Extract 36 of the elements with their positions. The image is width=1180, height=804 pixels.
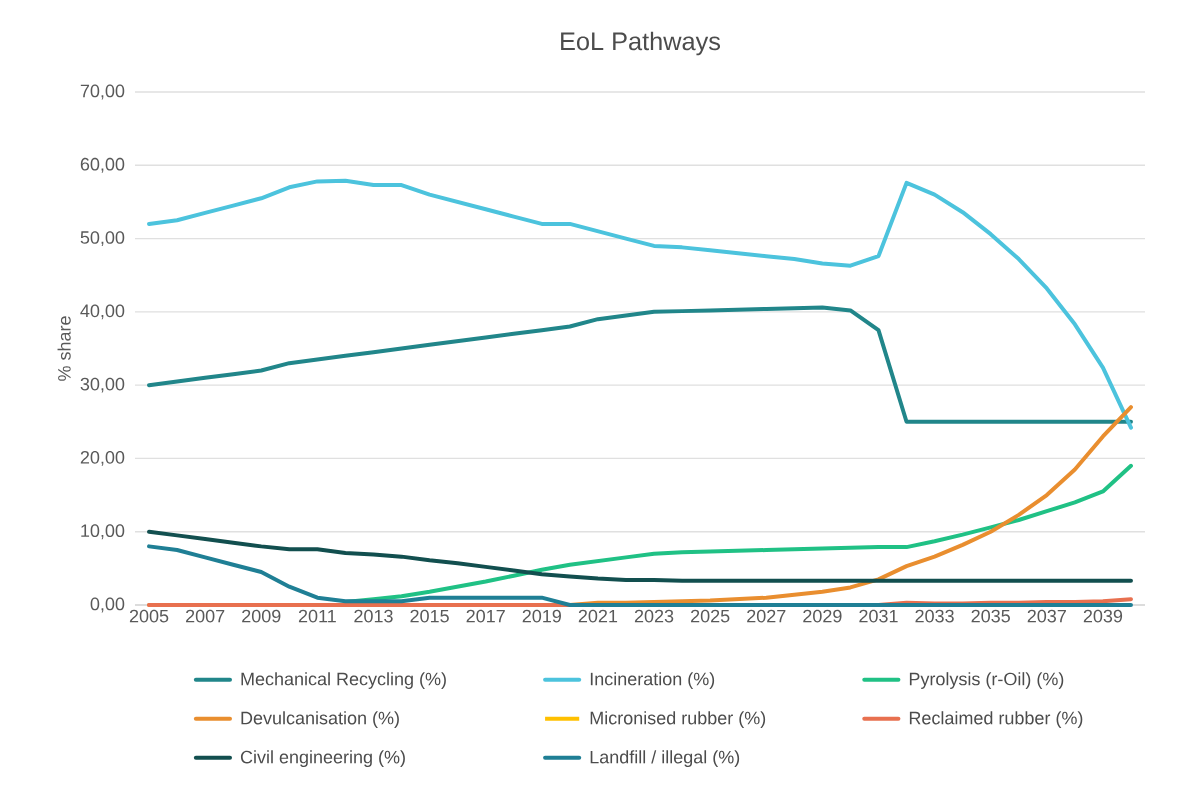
x-tick-label: 2033 <box>915 609 954 623</box>
x-tick-label: 2015 <box>410 609 449 623</box>
legend-label: Reclaimed rubber (%) <box>909 711 1083 728</box>
chart-title: EoL Pathways <box>561 31 721 56</box>
x-tick-label: 2009 <box>242 609 281 623</box>
x-tick-label: 2019 <box>522 609 561 623</box>
legend-label: Incineration (%) <box>590 672 715 689</box>
legend-label: Civil engineering (%) <box>240 750 405 768</box>
x-tick-label: 2007 <box>186 609 225 623</box>
x-tick-label: 2025 <box>691 609 730 623</box>
y-tick-label: 20,00 <box>80 450 125 466</box>
legend-label: Pyrolysis (r-Oil) (%) <box>909 672 1064 689</box>
x-tick-label: 2039 <box>1083 609 1123 623</box>
x-tick-label: 2035 <box>971 609 1010 623</box>
x-tick-label: 2023 <box>634 609 674 623</box>
y-tick-label: 40,00 <box>80 304 125 320</box>
x-tick-label: 2005 <box>129 609 169 623</box>
x-tick-label: 2011 <box>298 609 336 623</box>
x-tick-label: 2027 <box>747 609 786 623</box>
legend-label: Mechanical Recycling (%) <box>241 672 446 689</box>
y-tick-label: 10,00 <box>81 524 125 540</box>
y-tick-label: 50,00 <box>80 231 125 247</box>
x-tick-label: 2029 <box>803 609 842 623</box>
legend-label: Landfill / illegal (%) <box>590 750 740 768</box>
x-tick-label: 2031 <box>859 609 898 623</box>
y-tick-label: 60,00 <box>80 157 125 173</box>
legend-label: Devulcanisation (%) <box>241 711 399 728</box>
x-tick-label: 2037 <box>1027 609 1066 623</box>
y-tick-label: 30,00 <box>80 377 125 393</box>
legend-label: Micronised rubber (%) <box>590 711 766 728</box>
x-tick-label: 2013 <box>354 609 393 623</box>
y-tick-label: 70,00 <box>80 84 125 100</box>
x-tick-label: 2021 <box>578 609 618 623</box>
x-tick-label: 2017 <box>466 609 505 623</box>
y-axis-title: % share <box>57 316 71 381</box>
y-tick-label: 0,00 <box>90 597 125 613</box>
